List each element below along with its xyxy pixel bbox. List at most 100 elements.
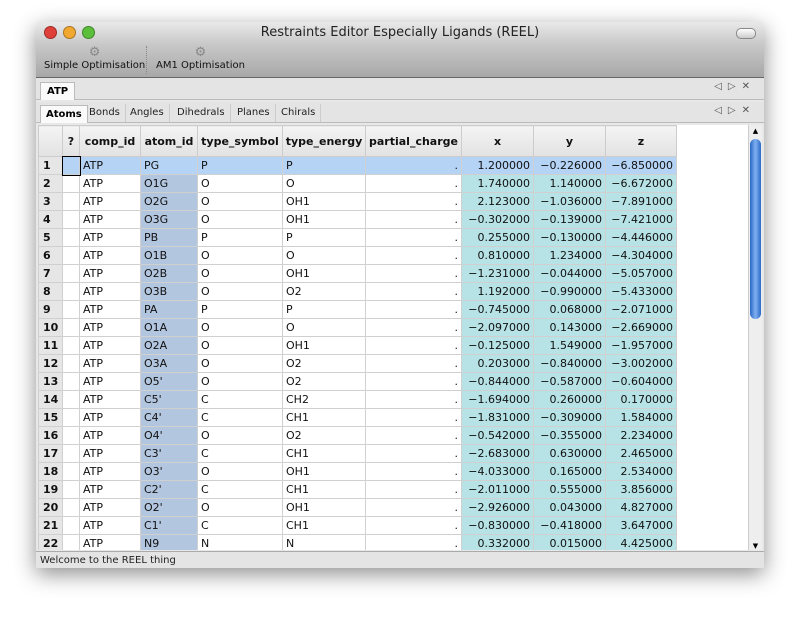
z-cell[interactable]: 4.425000	[605, 534, 677, 550]
z-cell[interactable]: −7.421000	[605, 210, 677, 229]
y-cell[interactable]: −0.130000	[533, 228, 606, 247]
tab-next-icon[interactable]: ▷	[727, 81, 742, 92]
atom-id-cell[interactable]: O1G	[140, 174, 198, 193]
type-symbol-cell[interactable]: O	[197, 372, 283, 391]
comp-id-cell[interactable]: ATP	[79, 228, 141, 247]
tab-dihedrals[interactable]: Dihedrals	[172, 104, 231, 122]
x-cell[interactable]: 2.123000	[461, 192, 534, 211]
type-energy-cell[interactable]: O2	[282, 354, 366, 373]
partial-charge-cell[interactable]: .	[365, 174, 462, 193]
x-cell[interactable]: −2.011000	[461, 480, 534, 499]
type-energy-cell[interactable]: O	[282, 246, 366, 265]
atom-id-cell[interactable]: O3A	[140, 354, 198, 373]
table-row[interactable]: 5 ATP PB P P. 0.255000 −0.130000 −4.446000	[38, 228, 677, 247]
type-symbol-cell[interactable]: O	[197, 210, 283, 229]
z-cell[interactable]: 4.827000	[605, 498, 677, 517]
flag-cell[interactable]	[62, 516, 80, 535]
z-cell[interactable]: 2.465000	[605, 444, 677, 463]
comp-id-cell[interactable]: ATP	[79, 192, 141, 211]
type-energy-cell[interactable]: OH1	[282, 498, 366, 517]
comp-id-cell[interactable]: ATP	[79, 444, 141, 463]
atom-id-cell[interactable]: O1B	[140, 246, 198, 265]
table-row[interactable]: 12 ATP O3A O O2. 0.203000 −0.840000 −3.002000	[38, 354, 677, 373]
y-cell[interactable]: −0.226000	[533, 156, 606, 175]
tab-prev-icon[interactable]: ◁	[714, 81, 728, 92]
atom-id-cell[interactable]: C3'	[140, 444, 198, 463]
comp-id-cell[interactable]: ATP	[79, 246, 141, 265]
y-cell[interactable]: 1.234000	[533, 246, 606, 265]
y-cell[interactable]: −1.036000	[533, 192, 606, 211]
flag-cell[interactable]	[62, 408, 80, 427]
flag-cell[interactable]	[62, 282, 80, 301]
atom-id-cell[interactable]: O4'	[140, 426, 198, 445]
flag-cell[interactable]	[62, 228, 80, 247]
comp-id-cell[interactable]: ATP	[79, 498, 141, 517]
partial-charge-cell[interactable]: .	[365, 228, 462, 247]
z-cell[interactable]: −2.669000	[605, 318, 677, 337]
z-cell[interactable]: −0.604000	[605, 372, 677, 391]
tab-angles[interactable]: Angles	[125, 104, 170, 122]
table-row[interactable]: 6 ATP O1B O O. 0.810000 1.234000 −4.304000	[38, 246, 677, 265]
type-energy-cell[interactable]: P	[282, 156, 366, 175]
z-cell[interactable]: −1.957000	[605, 336, 677, 355]
scroll-down-arrow-icon[interactable]: ▼	[752, 542, 759, 550]
tab-atp[interactable]: ATP	[40, 82, 76, 100]
table-row[interactable]: 18 ATP O3' O OH1. −4.033000 0.165000 2.534000	[38, 462, 677, 481]
comp-id-cell[interactable]: ATP	[79, 354, 141, 373]
partial-charge-cell[interactable]: .	[365, 354, 462, 373]
type-symbol-cell[interactable]: C	[197, 516, 283, 535]
y-cell[interactable]: 0.015000	[533, 534, 606, 550]
x-cell[interactable]: −0.830000	[461, 516, 534, 535]
partial-charge-cell[interactable]: .	[365, 300, 462, 319]
flag-cell[interactable]	[62, 390, 80, 409]
type-energy-cell[interactable]: OH1	[282, 210, 366, 229]
y-cell[interactable]: 0.068000	[533, 300, 606, 319]
x-cell[interactable]: 0.203000	[461, 354, 534, 373]
table-row[interactable]: 3 ATP O2G O OH1. 2.123000 −1.036000 −7.891000	[38, 192, 677, 211]
type-symbol-cell[interactable]: O	[197, 282, 283, 301]
atom-id-cell[interactable]: C5'	[140, 390, 198, 409]
column-header-type-energy[interactable]: type_energy	[282, 125, 366, 157]
type-energy-cell[interactable]: N	[282, 534, 366, 550]
type-symbol-cell[interactable]: P	[197, 156, 283, 175]
toolbar-toggle-button[interactable]	[736, 28, 756, 39]
x-cell[interactable]: −2.097000	[461, 318, 534, 337]
type-energy-cell[interactable]: OH1	[282, 336, 366, 355]
table-row[interactable]: 16 ATP O4' O O2. −0.542000 −0.355000 2.234000	[38, 426, 677, 445]
type-symbol-cell[interactable]: O	[197, 264, 283, 283]
vertical-scrollbar[interactable]: ▲ ▼	[748, 125, 762, 550]
type-symbol-cell[interactable]: O	[197, 498, 283, 517]
partial-charge-cell[interactable]: .	[365, 534, 462, 550]
x-cell[interactable]: −0.125000	[461, 336, 534, 355]
partial-charge-cell[interactable]: .	[365, 426, 462, 445]
atom-id-cell[interactable]: O1A	[140, 318, 198, 337]
flag-cell[interactable]	[62, 372, 80, 391]
atom-id-cell[interactable]: O2A	[140, 336, 198, 355]
type-energy-cell[interactable]: CH1	[282, 516, 366, 535]
partial-charge-cell[interactable]: .	[365, 156, 462, 175]
partial-charge-cell[interactable]: .	[365, 390, 462, 409]
flag-cell[interactable]	[62, 336, 80, 355]
x-cell[interactable]: −2.683000	[461, 444, 534, 463]
zoom-window-button[interactable]	[82, 26, 95, 39]
y-cell[interactable]: −0.418000	[533, 516, 606, 535]
partial-charge-cell[interactable]: .	[365, 372, 462, 391]
flag-cell[interactable]	[62, 534, 80, 550]
partial-charge-cell[interactable]: .	[365, 318, 462, 337]
atom-id-cell[interactable]: PB	[140, 228, 198, 247]
tab-chirals[interactable]: Chirals	[276, 104, 322, 122]
type-energy-cell[interactable]: OH1	[282, 264, 366, 283]
type-energy-cell[interactable]: OH1	[282, 192, 366, 211]
y-cell[interactable]: −0.840000	[533, 354, 606, 373]
atom-id-cell[interactable]: PA	[140, 300, 198, 319]
y-cell[interactable]: −0.139000	[533, 210, 606, 229]
column-header-x[interactable]: x	[461, 125, 534, 157]
table-row[interactable]: 20 ATP O2' O OH1. −2.926000 0.043000 4.827000	[38, 498, 677, 517]
scrollbar-thumb[interactable]	[750, 139, 761, 319]
comp-id-cell[interactable]: ATP	[79, 174, 141, 193]
type-symbol-cell[interactable]: P	[197, 228, 283, 247]
flag-cell[interactable]	[62, 444, 80, 463]
z-cell[interactable]: −7.891000	[605, 192, 677, 211]
atom-id-cell[interactable]: O3G	[140, 210, 198, 229]
type-energy-cell[interactable]: P	[282, 300, 366, 319]
